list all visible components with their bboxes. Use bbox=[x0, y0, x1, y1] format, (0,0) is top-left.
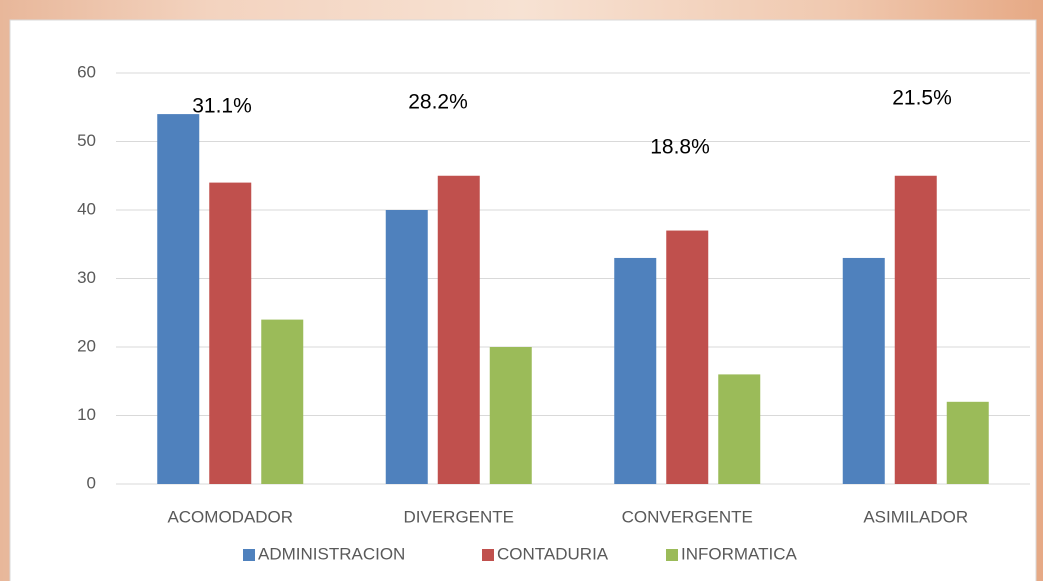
x-tick-label: DIVERGENTE bbox=[403, 507, 514, 526]
y-tick-label: 0 bbox=[87, 473, 96, 492]
bar bbox=[614, 257, 657, 484]
legend-swatch bbox=[482, 549, 494, 561]
bar bbox=[842, 257, 885, 484]
bar bbox=[261, 319, 304, 484]
bar bbox=[489, 347, 532, 484]
y-tick-label: 30 bbox=[77, 268, 96, 287]
legend-label: INFORMATICA bbox=[681, 544, 798, 563]
x-tick-label: ASIMILADOR bbox=[863, 507, 968, 526]
bar bbox=[157, 114, 200, 484]
y-tick-label: 10 bbox=[77, 405, 96, 424]
y-tick-label: 50 bbox=[77, 131, 96, 150]
legend-swatch bbox=[243, 549, 255, 561]
annotation: 31.1% bbox=[192, 95, 252, 118]
bar bbox=[894, 175, 937, 484]
annotation: 21.5% bbox=[892, 87, 952, 110]
bar bbox=[946, 401, 989, 484]
x-tick-label: ACOMODADOR bbox=[167, 507, 293, 526]
bar bbox=[718, 374, 761, 484]
bar bbox=[385, 210, 428, 484]
legend-label: CONTADURIA bbox=[497, 544, 609, 563]
legend-label: ADMINISTRACION bbox=[258, 544, 405, 563]
x-tick-label: CONVERGENTE bbox=[622, 507, 753, 526]
y-tick-label: 40 bbox=[77, 199, 96, 218]
bar bbox=[437, 175, 480, 484]
legend-swatch bbox=[666, 549, 678, 561]
bar bbox=[666, 230, 709, 484]
annotation: 18.8% bbox=[650, 136, 710, 159]
y-tick-label: 60 bbox=[77, 62, 96, 81]
annotation: 28.2% bbox=[408, 91, 468, 114]
y-tick-label: 20 bbox=[77, 336, 96, 355]
bar bbox=[209, 182, 252, 484]
